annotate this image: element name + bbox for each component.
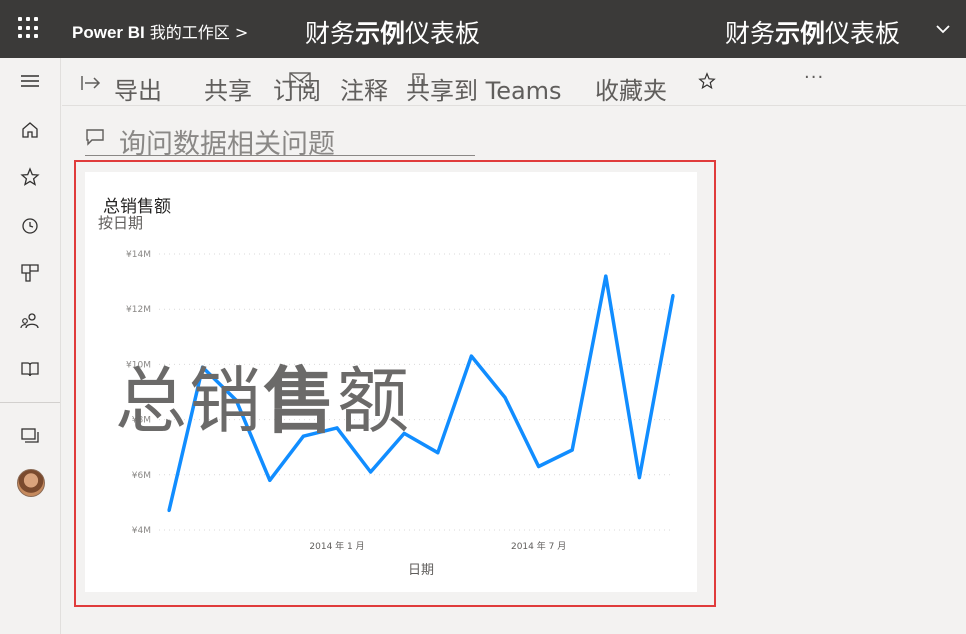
dashboard-switcher[interactable]: 财务示例仪表板 [725, 14, 900, 50]
export-arrow-icon [81, 76, 101, 90]
data-point[interactable] [469, 354, 473, 358]
qa-search-input[interactable]: 询问数据相关问题 [85, 122, 475, 160]
learn-book-icon[interactable] [19, 358, 41, 380]
data-point[interactable] [637, 476, 641, 480]
y-tick-label: ¥12M [126, 305, 151, 315]
qa-placeholder: 询问数据相关问题 [119, 129, 335, 160]
tile-subtitle: 按日期 [98, 214, 144, 232]
dashboard-title-part: 财务 [305, 19, 356, 48]
chat-bubble-icon [86, 129, 104, 146]
dashboard-title-part: 仪表板 [405, 19, 481, 48]
x-tick-label: 2014 年 1 月 [309, 540, 364, 552]
overlay-part: 总销 [115, 359, 264, 443]
x-tick-label: 2014 年 7 月 [511, 540, 566, 552]
dashboard-switcher-part: 仪表板 [825, 19, 901, 48]
left-navigation [0, 58, 61, 634]
nav-divider [0, 402, 60, 403]
data-point[interactable] [537, 465, 541, 469]
action-bar: 导出 共享 订阅 注释 共享到 Teams 收藏夹 ··· [62, 58, 966, 106]
y-tick-label: ¥10M [126, 360, 151, 370]
workspaces-icon[interactable] [19, 424, 41, 446]
breadcrumb-workspace[interactable]: 我的工作区 [149, 23, 230, 42]
dashboard-title-part: 示例 [355, 19, 406, 48]
chevron-down-icon[interactable] [936, 22, 950, 36]
avatar[interactable] [17, 469, 45, 497]
breadcrumb: Power BI 我的工作区 > [72, 19, 248, 43]
top-bar: Power BI 我的工作区 > 财务示例仪表板 财务示例仪表板 [0, 0, 966, 58]
favorite-button[interactable]: 收藏夹 [595, 77, 667, 105]
data-point[interactable] [268, 478, 272, 482]
data-point[interactable] [167, 509, 171, 513]
favorites-star-icon[interactable] [19, 166, 41, 188]
data-point[interactable] [402, 431, 406, 435]
data-point[interactable] [301, 434, 305, 438]
shared-with-me-icon[interactable] [19, 310, 41, 332]
data-point[interactable] [201, 365, 205, 369]
y-tick-label: ¥6M [132, 471, 151, 481]
data-point[interactable] [570, 448, 574, 452]
dashboard-switcher-part: 示例 [775, 19, 826, 48]
breadcrumb-separator: > [234, 23, 249, 42]
y-tick-label: ¥8M [132, 416, 151, 426]
share-button[interactable]: 共享 [204, 77, 252, 105]
mail-icon [289, 72, 311, 88]
comment-button[interactable]: 注释 [340, 77, 388, 105]
tile-title-overlay: 总销售额 [115, 342, 411, 447]
export-button[interactable]: 导出 [114, 77, 162, 105]
more-options-button[interactable]: ··· [804, 67, 825, 88]
sales-tile[interactable]: ¥4M ¥6M ¥8M ¥10M ¥12M ¥14M 2014 年 1 月 2014 年 7 … [85, 172, 697, 592]
app-name[interactable]: Power BI [72, 23, 145, 42]
dashboard-title: 财务示例仪表板 [305, 14, 480, 50]
home-icon[interactable] [19, 119, 41, 141]
recent-clock-icon[interactable] [19, 214, 41, 236]
data-point[interactable] [503, 396, 507, 400]
dashboard-switcher-part: 财务 [725, 19, 776, 48]
apps-icon[interactable] [19, 262, 41, 284]
app-launcher-icon[interactable] [18, 17, 40, 39]
data-point[interactable] [671, 293, 675, 297]
overlay-part: 售 [263, 359, 338, 443]
data-point[interactable] [234, 398, 238, 402]
tile-highlight-frame [74, 160, 716, 607]
data-point[interactable] [604, 274, 608, 278]
tile-title: 总销售额 [103, 197, 171, 217]
subscribe-button[interactable]: 订阅 [273, 77, 321, 105]
y-tick-label: ¥4M [132, 526, 151, 536]
series-line[interactable] [167, 274, 675, 512]
line-chart: ¥4M ¥6M ¥8M ¥10M ¥12M ¥14M 2014 年 1 月 2014 年 7 … [126, 250, 675, 578]
share-to-teams-button[interactable]: 共享到 Teams [406, 77, 562, 105]
data-point[interactable] [335, 426, 339, 430]
data-point[interactable] [369, 470, 373, 474]
teams-icon [412, 73, 425, 86]
x-axis-label: 日期 [408, 563, 434, 578]
y-tick-label: ¥14M [126, 250, 151, 260]
favorite-star-icon[interactable] [697, 71, 717, 91]
hamburger-menu-icon[interactable] [19, 70, 41, 92]
overlay-part: 额 [337, 359, 412, 443]
data-point[interactable] [436, 451, 440, 455]
